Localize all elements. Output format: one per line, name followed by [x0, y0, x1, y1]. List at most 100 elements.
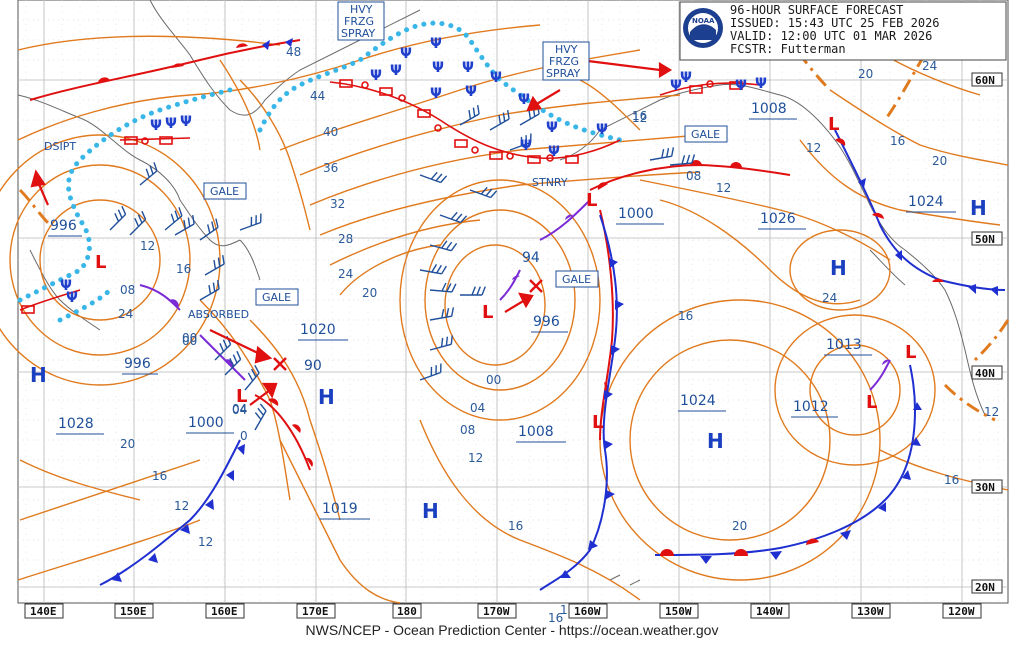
pressure-value: 1028 — [58, 416, 94, 432]
header-issued: ISSUED: 15:43 UTC 25 FEB 2026 — [730, 16, 940, 30]
pressure-value: 1000 — [188, 415, 224, 431]
isobar-label: 16 — [508, 519, 523, 533]
freezing-spray-icon: Ψ — [680, 70, 692, 86]
dsipt-label: DSIPT — [44, 140, 76, 153]
pressure-value: 996 — [124, 356, 151, 372]
isobar-label: 04 — [232, 403, 247, 417]
isobar-label: 0 — [240, 429, 248, 443]
wind-barb — [429, 307, 455, 321]
pressure-value: 1024 — [680, 393, 716, 409]
wind-barb — [489, 109, 510, 131]
lon-label: 180 — [397, 605, 417, 618]
isobar-label: 16 — [548, 611, 563, 622]
freezing-spray-icon: Ψ — [755, 76, 767, 92]
wind-barb — [164, 207, 183, 231]
spray-label: SPRAY — [341, 27, 375, 40]
surface-forecast-map: 48 44 40 36 32 28 24 20 16 12 08 04 00 1… — [0, 0, 1010, 622]
isobar-label: 04 — [232, 402, 247, 416]
wind-barb — [254, 403, 267, 431]
lon-label: 140E — [30, 605, 57, 618]
boxed-labels: GALE GALE GALE GALE HVY FRZG SPRAY HVY F… — [44, 1, 728, 321]
isobar-label: 12 — [198, 535, 213, 549]
isobar-label: 24 — [922, 59, 937, 73]
low-marker: L — [592, 412, 603, 433]
freezing-spray-icon: Ψ — [400, 46, 412, 62]
freezing-spray-icon: Ψ — [490, 70, 502, 86]
pressure-value: 1008 — [751, 101, 787, 117]
wind-barb — [224, 350, 242, 376]
map-frame — [17, 0, 1009, 604]
wind-barbs — [109, 104, 696, 431]
storm-tracks — [30, 58, 673, 406]
pressure-value: 1024 — [908, 194, 944, 210]
wind-barb — [460, 286, 486, 296]
pressure-value: 1008 — [518, 424, 554, 440]
freezing-spray-icon: Ψ — [596, 122, 608, 138]
east-stationary-front — [654, 364, 922, 564]
pressure-value: 94 — [522, 250, 540, 266]
low-marker: L — [236, 386, 247, 407]
wind-barb — [469, 186, 498, 199]
warm-front-west — [254, 394, 313, 471]
lat-label: 60N — [975, 74, 995, 87]
storm-centers — [273, 279, 543, 371]
isobar-label: 24 — [338, 267, 353, 281]
isobar-label: 16 — [632, 109, 647, 123]
isobar-label: 12 — [806, 141, 821, 155]
isobar-label: 20 — [362, 286, 377, 300]
northeast-occluded — [869, 359, 891, 391]
isobar-label: 40 — [323, 125, 338, 139]
high-marker: H — [422, 499, 439, 523]
lat-label: 30N — [975, 481, 995, 494]
header-forecaster: FCSTR: Futterman — [730, 42, 846, 56]
freezing-spray-icon: Ψ — [520, 138, 532, 154]
wind-barb — [429, 240, 458, 252]
freezing-spray-icon: Ψ — [150, 118, 162, 134]
wind-barb — [109, 205, 127, 231]
wind-barb — [199, 279, 220, 301]
pressure-value: 1020 — [300, 322, 336, 338]
pressure-value: 1000 — [618, 206, 654, 222]
northeast-front — [834, 129, 1006, 296]
pressure-value: 1019 — [322, 501, 358, 517]
ice-edge — [17, 20, 623, 323]
wind-barb — [129, 210, 147, 236]
lon-label: 140W — [756, 605, 783, 618]
forecast-header: NOAA 96-HOUR SURFACE FORECAST ISSUED: 15… — [679, 1, 1007, 61]
lon-label: 160E — [211, 605, 238, 618]
isobar-label: 32 — [330, 197, 345, 211]
lon-label: 150W — [665, 605, 692, 618]
isobar-label: 12 — [140, 239, 155, 253]
freezing-spray-icon: Ψ — [60, 278, 72, 294]
stnry-label: STNRY — [532, 176, 568, 189]
isobar-label: 12 — [468, 451, 483, 465]
gale-label: GALE — [262, 291, 291, 304]
isobar-label: 08 — [686, 169, 701, 183]
lon-label: 170E — [302, 605, 329, 618]
wind-barb — [204, 254, 225, 276]
low-marker: L — [482, 302, 493, 323]
low-marker: L — [866, 392, 877, 413]
lon-label: 170W — [483, 605, 510, 618]
wind-barb — [419, 264, 447, 275]
isobar-label: 16 — [152, 469, 167, 483]
isobar-label: 20 — [932, 154, 947, 168]
isobar-label: 12 — [716, 181, 731, 195]
wind-barb — [419, 363, 442, 381]
pressure-value: 1026 — [760, 211, 796, 227]
isobar-label: 28 — [338, 232, 353, 246]
freezing-spray-icon: Ψ — [462, 60, 474, 76]
isobar-label: 16 — [678, 309, 693, 323]
pressure-value: 996 — [50, 218, 77, 234]
freezing-spray-icon: Ψ — [430, 86, 442, 102]
pressure-underlines — [48, 118, 956, 520]
high-marker: H — [30, 363, 47, 387]
gale-label: GALE — [210, 185, 239, 198]
wind-barb — [669, 154, 696, 166]
header-title: 96-HOUR SURFACE FORECAST — [730, 3, 903, 17]
header-valid: VALID: 12:00 UTC 01 MAR 2026 — [730, 29, 932, 43]
freezing-spray-icon: Ψ — [465, 84, 477, 100]
isobar-label: 08 — [120, 283, 135, 297]
hvy-label: HVY — [350, 3, 373, 16]
